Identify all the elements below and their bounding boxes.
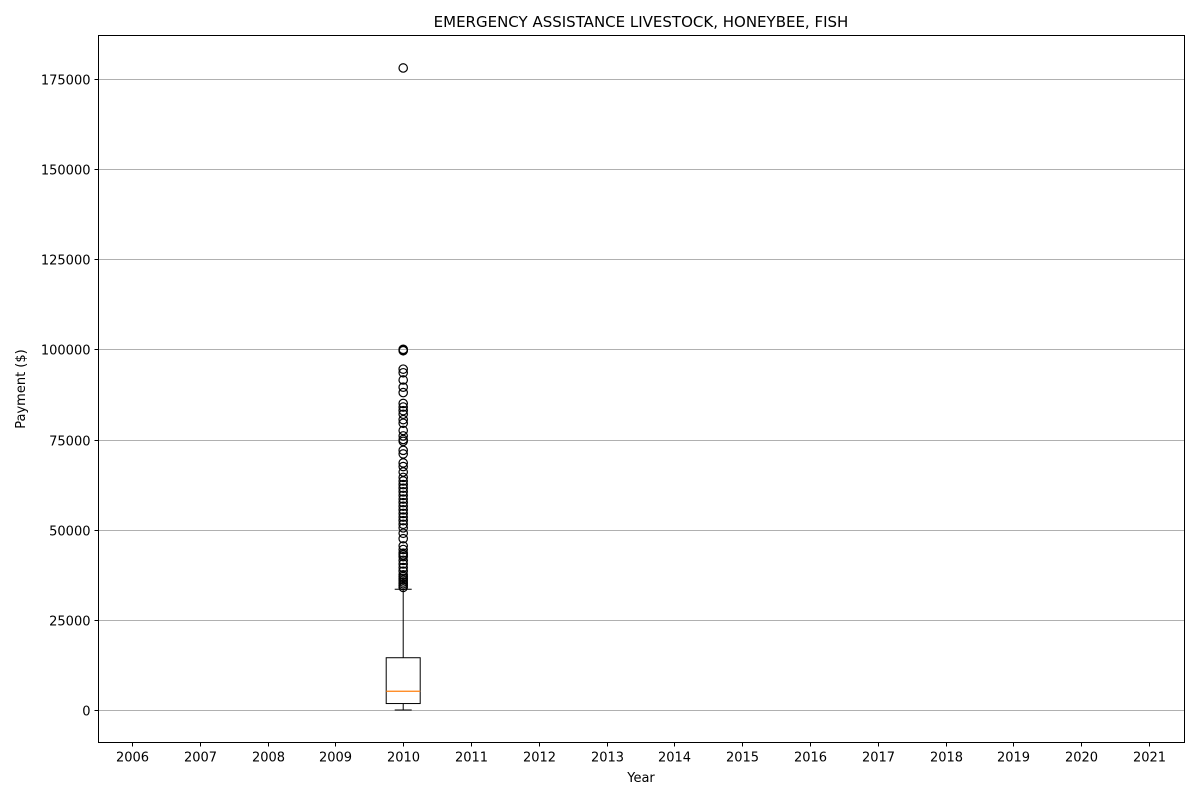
grid-lines bbox=[98, 79, 1185, 711]
outlier-point bbox=[398, 479, 408, 490]
outlier-point bbox=[398, 483, 408, 493]
x-tick-label: 2014 bbox=[658, 751, 691, 766]
outlier-point bbox=[398, 515, 408, 526]
x-axis-label: Year bbox=[626, 771, 655, 786]
x-tick-label: 2020 bbox=[1065, 751, 1098, 766]
outlier-point bbox=[398, 476, 408, 486]
x-axis-ticks: 2006 2007 2008 2009 2010 2011 2012 2013 2014 2015… bbox=[116, 742, 1166, 766]
outlier-point bbox=[398, 562, 408, 573]
y-tick-label: 150000 bbox=[41, 164, 91, 179]
outlier-point bbox=[398, 533, 408, 544]
outlier-point bbox=[398, 461, 408, 472]
outlier-point bbox=[398, 551, 408, 562]
outlier-point bbox=[398, 405, 408, 416]
outlier-point bbox=[398, 541, 408, 551]
outlier-point bbox=[398, 501, 408, 512]
outlier-point bbox=[398, 544, 408, 555]
y-tick-label: 50000 bbox=[49, 525, 90, 540]
outlier-point bbox=[398, 472, 408, 483]
outlier-point bbox=[398, 414, 408, 425]
outlier-point bbox=[398, 467, 408, 477]
outlier-point bbox=[398, 519, 408, 530]
y-tick-label: 0 bbox=[82, 705, 90, 720]
outlier-point bbox=[398, 508, 408, 519]
outlier-point bbox=[398, 398, 408, 409]
outlier-point bbox=[398, 555, 408, 566]
y-axis-label: Payment ($) bbox=[14, 349, 29, 428]
outlier-point bbox=[398, 449, 408, 459]
outlier-point bbox=[398, 490, 408, 501]
x-tick-label: 2008 bbox=[252, 751, 285, 766]
y-tick-label: 175000 bbox=[41, 74, 91, 89]
x-tick-label: 2011 bbox=[455, 751, 488, 766]
outlier-point bbox=[398, 523, 408, 533]
iqr-box bbox=[385, 657, 421, 705]
y-tick-label: 100000 bbox=[41, 344, 91, 359]
x-tick-label: 2006 bbox=[116, 751, 149, 766]
x-tick-label: 2013 bbox=[591, 751, 624, 766]
x-tick-label: 2021 bbox=[1133, 751, 1166, 766]
outlier-point bbox=[398, 402, 408, 412]
outlier-point bbox=[398, 431, 408, 441]
x-tick-label: 2017 bbox=[862, 751, 895, 766]
outlier-point bbox=[398, 566, 408, 576]
outlier-point bbox=[398, 494, 408, 504]
outlier-point bbox=[398, 512, 408, 522]
outlier-point bbox=[398, 445, 408, 456]
x-tick-label: 2012 bbox=[523, 751, 556, 766]
x-tick-label: 2009 bbox=[319, 751, 352, 766]
outlier-point bbox=[398, 487, 408, 497]
outlier-point bbox=[398, 387, 408, 398]
x-tick-label: 2018 bbox=[930, 751, 963, 766]
x-tick-label: 2010 bbox=[387, 751, 420, 766]
outlier-point bbox=[398, 364, 408, 374]
y-tick-label: 125000 bbox=[41, 254, 91, 269]
outlier-point bbox=[398, 63, 408, 73]
x-tick-label: 2015 bbox=[726, 751, 759, 766]
outlier-point bbox=[398, 367, 408, 378]
outlier-point bbox=[398, 418, 408, 429]
outlier-point bbox=[398, 436, 408, 447]
outlier-point bbox=[398, 497, 408, 508]
outlier-point bbox=[398, 382, 408, 392]
plot-frame bbox=[98, 35, 1185, 743]
outlier-point bbox=[398, 582, 408, 593]
outlier-point bbox=[398, 505, 408, 515]
outlier-point bbox=[398, 375, 408, 385]
outlier-point bbox=[398, 458, 408, 468]
outlier-point bbox=[398, 345, 408, 356]
x-tick-label: 2019 bbox=[997, 751, 1030, 766]
x-tick-label: 2007 bbox=[184, 751, 217, 766]
chart-title: EMERGENCY ASSISTANCE LIVESTOCK, HONEYBEE… bbox=[434, 13, 849, 31]
outlier-point bbox=[398, 528, 408, 539]
y-tick-label: 25000 bbox=[49, 615, 90, 630]
y-tick-label: 75000 bbox=[49, 435, 90, 450]
box-plots bbox=[385, 63, 421, 711]
outlier-point bbox=[398, 425, 408, 436]
y-axis-ticks: 0 25000 50000 75000 100000 125000 150000 175000 bbox=[41, 74, 99, 720]
outlier-point bbox=[398, 559, 408, 569]
outlier-point bbox=[398, 409, 408, 420]
x-tick-label: 2016 bbox=[794, 751, 827, 766]
